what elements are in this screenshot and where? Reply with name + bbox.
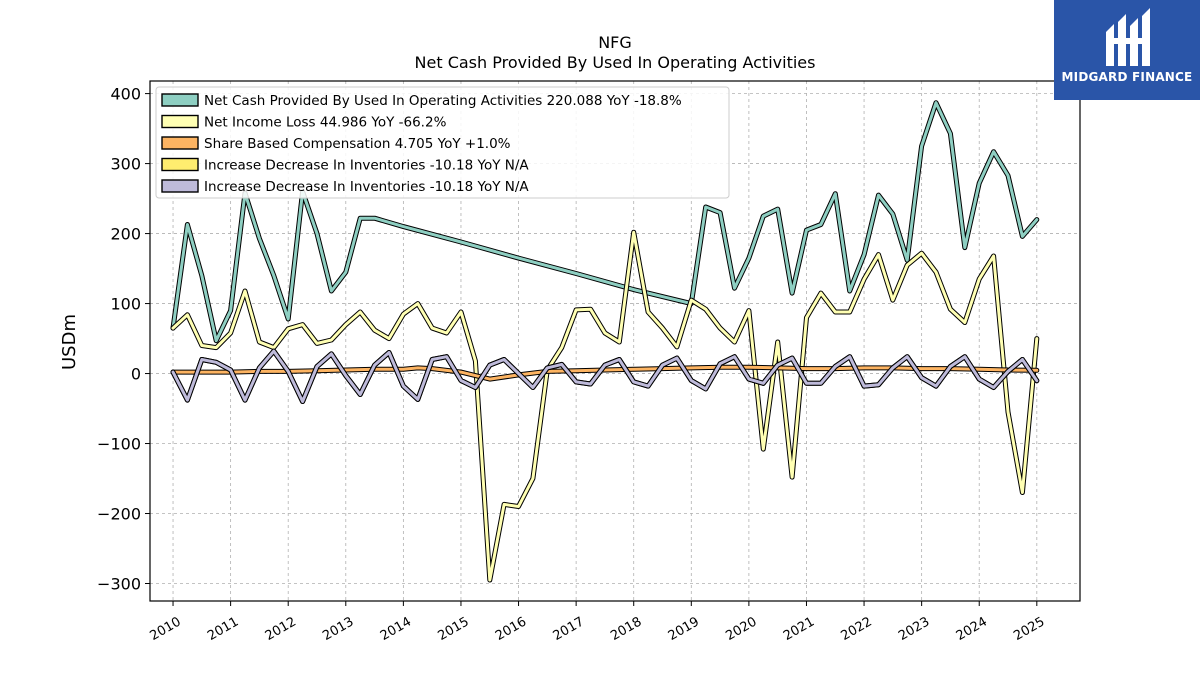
series-line-1: [171, 230, 1039, 582]
brand-mark-icon: [1106, 8, 1150, 66]
series-line-2: [171, 365, 1039, 381]
y-tick-label: −300: [97, 575, 141, 594]
x-tick-label: 2016: [493, 614, 529, 644]
brand-name: MIDGARD FINANCE: [1061, 70, 1193, 84]
y-tick-label: −200: [97, 505, 141, 524]
legend-label: Share Based Compensation 4.705 YoY +1.0%: [204, 136, 511, 152]
legend-swatch: [161, 93, 199, 107]
x-tick-label: 2023: [896, 614, 932, 644]
x-tick-label: 2024: [954, 614, 990, 644]
x-tick-label: 2021: [781, 614, 817, 644]
y-tick-label: 200: [110, 225, 141, 244]
legend-swatch: [161, 136, 199, 150]
legend-label: Net Income Loss 44.986 YoY -66.2%: [204, 115, 447, 131]
legend-label: Net Cash Provided By Used In Operating A…: [204, 93, 682, 109]
x-tick-label: 2018: [608, 614, 644, 644]
x-tick-label: 2022: [839, 614, 875, 644]
series-lines: [170, 100, 1040, 583]
x-tick-label: 2010: [148, 614, 184, 644]
series-line-0: [171, 101, 1039, 343]
plot-frame: [149, 80, 1081, 602]
y-tick-label: 300: [110, 155, 141, 174]
brand-logo: MIDGARD FINANCE: [1054, 0, 1200, 100]
x-tick-label: 2012: [263, 614, 299, 644]
y-tick-label: 100: [110, 295, 141, 314]
chart-subtitle: Net Cash Provided By Used In Operating A…: [415, 53, 816, 72]
series-line-4: [171, 349, 1039, 403]
y-tick-label: 0: [131, 365, 141, 384]
y-axis-label: USDm: [59, 314, 80, 370]
y-tick-label: −100: [97, 435, 141, 454]
series-outline-1: [170, 229, 1040, 583]
x-tick-label: 2011: [205, 614, 241, 644]
legend-swatch: [161, 179, 199, 193]
x-tick-label: 2020: [723, 614, 759, 644]
x-tick-label: 2014: [378, 614, 414, 644]
legend-swatch: [161, 157, 199, 172]
chart-title: NFG: [598, 33, 632, 52]
y-tick-label: 400: [110, 85, 141, 104]
legend-box: [155, 86, 730, 199]
x-tick-label: 2017: [551, 614, 587, 644]
legend-label: Increase Decrease In Inventories -10.18 …: [204, 158, 529, 174]
x-tick-label: 2025: [1011, 614, 1047, 644]
x-tick-label: 2019: [666, 614, 702, 644]
legend-label: Increase Decrease In Inventories -10.18 …: [204, 179, 529, 195]
legend-swatch: [161, 114, 199, 129]
x-tick-label: 2015: [435, 614, 471, 644]
x-tick-label: 2013: [320, 614, 356, 644]
legend: Net Cash Provided By Used In Operating A…: [155, 86, 730, 199]
